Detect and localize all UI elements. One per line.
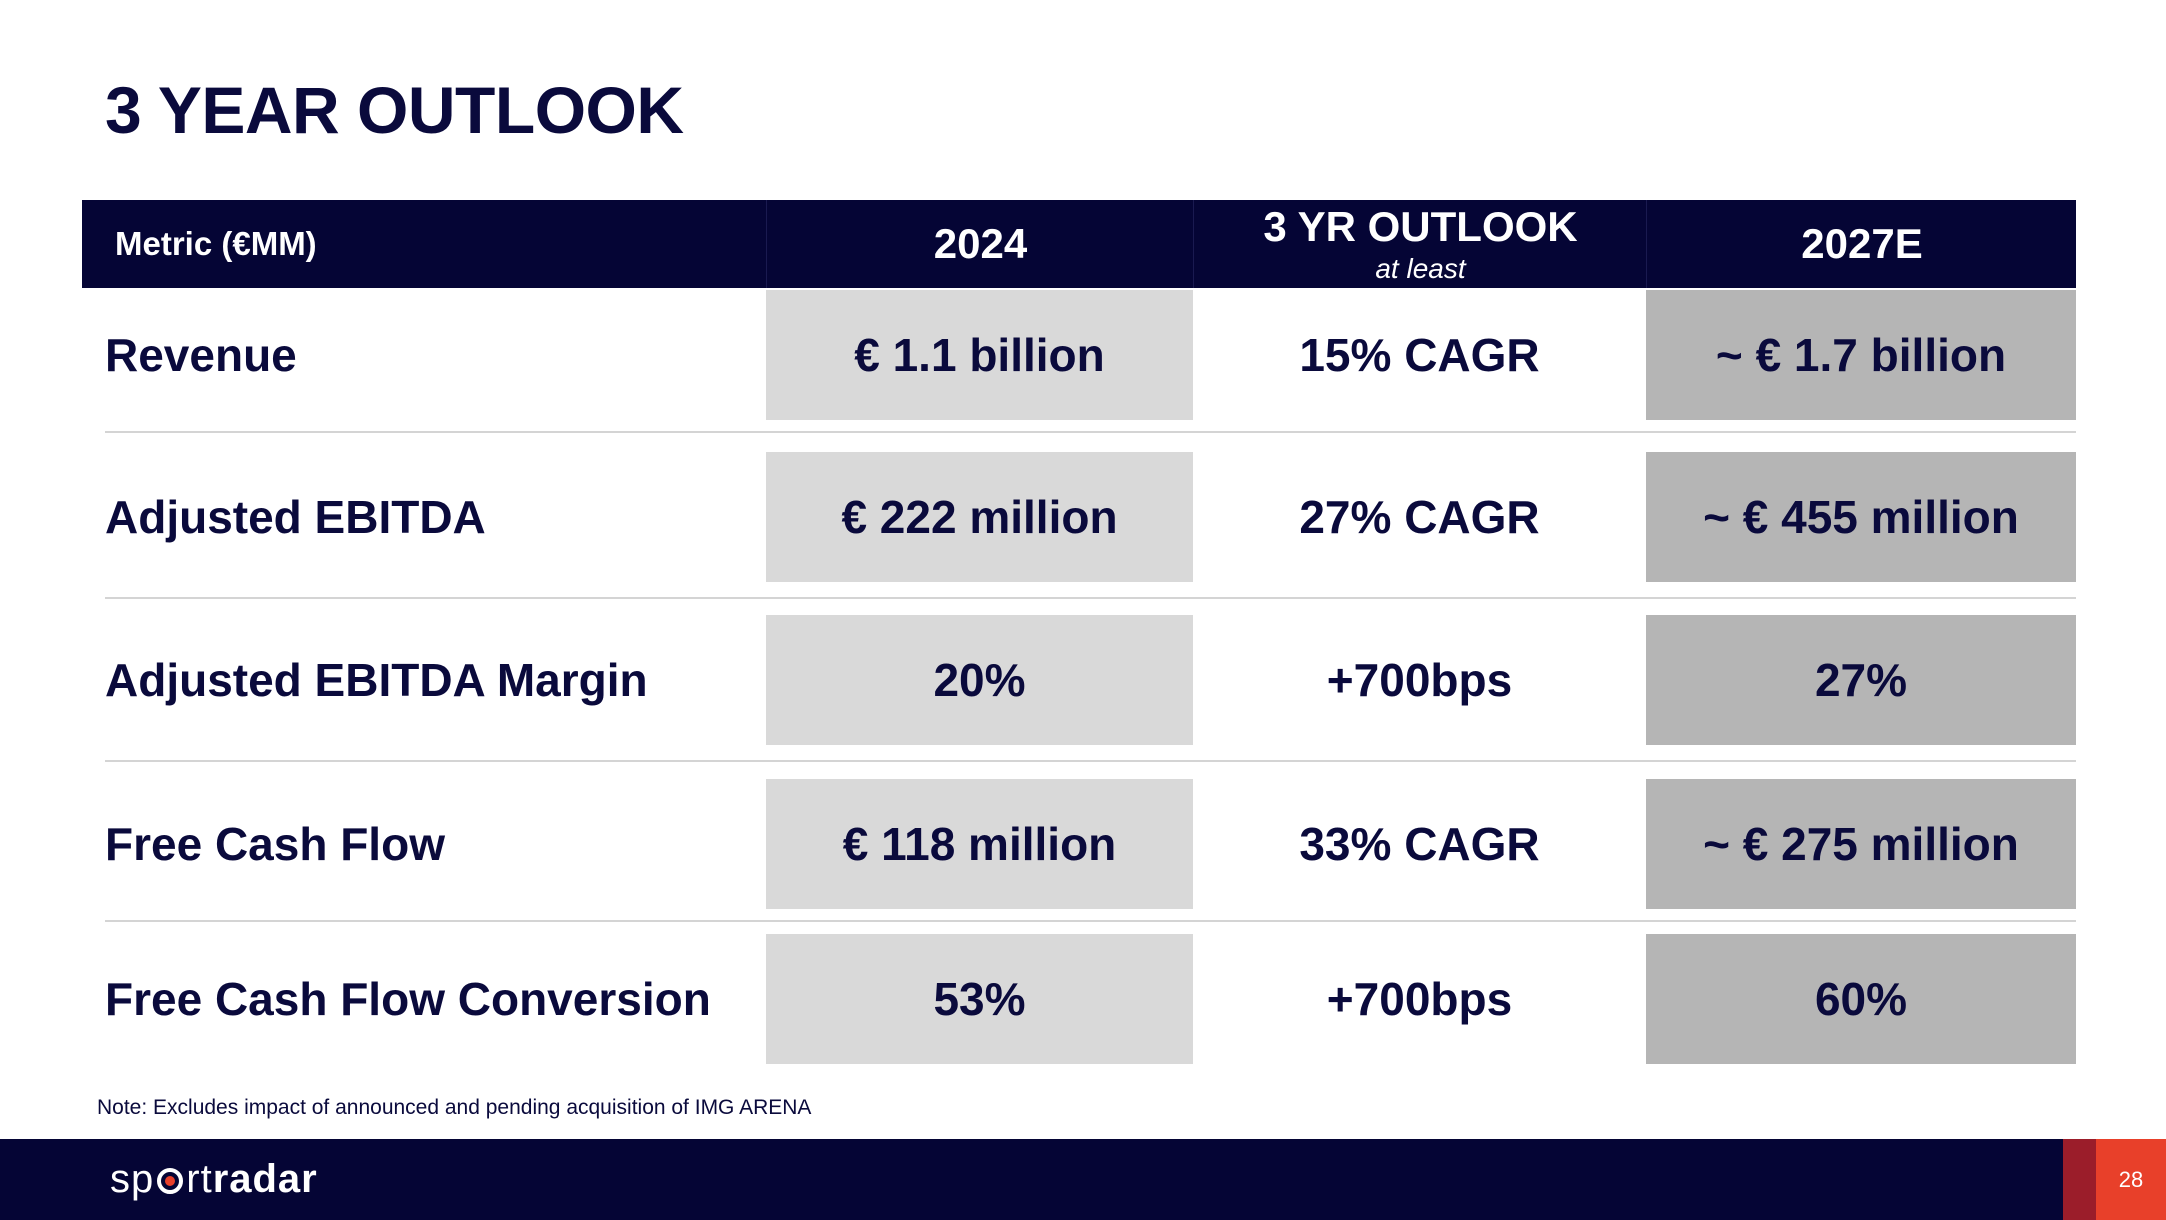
row-divider — [105, 920, 2076, 922]
header-outlook: 3 YR OUTLOOK at least — [1193, 200, 1647, 288]
row-value-2027: ~ € 275 million — [1646, 779, 2076, 909]
row-value-outlook: +700bps — [1326, 973, 1513, 1025]
table-row: Free Cash Flow Conversion 53% +700bps 60… — [82, 934, 2076, 1064]
row-value-2027: ~ € 1.7 billion — [1646, 290, 2076, 420]
row-metric-label: Free Cash Flow Conversion — [105, 973, 711, 1025]
row-divider — [105, 597, 2076, 599]
row-value-2027: 27% — [1646, 615, 2076, 745]
page-number-stripe — [2063, 1139, 2096, 1220]
logo-text-part: rt — [186, 1156, 213, 1201]
row-metric-label: Free Cash Flow — [105, 818, 445, 870]
header-outlook-sub: at least — [1375, 253, 1466, 284]
table-row: Free Cash Flow € 118 million 33% CAGR ~ … — [82, 779, 2076, 909]
footer-bar: sp rt radar 28 — [0, 1139, 2166, 1220]
row-divider — [105, 431, 2076, 433]
header-metric: Metric (€MM) — [115, 225, 317, 262]
page-number: 28 — [2096, 1139, 2166, 1220]
row-value-2027: 60% — [1646, 934, 2076, 1064]
header-outlook-label: 3 YR OUTLOOK — [1263, 203, 1578, 250]
logo-o-icon — [157, 1168, 184, 1194]
row-metric-label: Revenue — [105, 329, 297, 381]
row-value-2024: 53% — [766, 934, 1193, 1064]
row-value-2024: € 118 million — [766, 779, 1193, 909]
table-row: Adjusted EBITDA € 222 million 27% CAGR ~… — [82, 452, 2076, 582]
row-value-2024: 20% — [766, 615, 1193, 745]
footnote: Note: Excludes impact of announced and p… — [97, 1096, 812, 1119]
row-divider — [105, 760, 2076, 762]
table-row: Adjusted EBITDA Margin 20% +700bps 27% — [82, 615, 2076, 745]
row-value-2024: € 1.1 billion — [766, 290, 1193, 420]
row-metric-label: Adjusted EBITDA Margin — [105, 654, 648, 706]
logo-text-bold: radar — [212, 1156, 318, 1201]
table-row: Revenue € 1.1 billion 15% CAGR ~ € 1.7 b… — [82, 290, 2076, 420]
row-value-outlook: 27% CAGR — [1299, 491, 1540, 543]
row-value-2024: € 222 million — [766, 452, 1193, 582]
sportradar-logo: sp rt radar — [110, 1155, 318, 1203]
row-value-outlook: 33% CAGR — [1299, 818, 1540, 870]
page-title: 3 YEAR OUTLOOK — [105, 73, 684, 147]
row-value-2027: ~ € 455 million — [1646, 452, 2076, 582]
table-header: Metric (€MM) 2024 3 YR OUTLOOK at least … — [82, 200, 2076, 288]
row-metric-label: Adjusted EBITDA — [105, 491, 486, 543]
row-value-outlook: 15% CAGR — [1299, 329, 1540, 381]
row-value-outlook: +700bps — [1326, 654, 1513, 706]
header-2027: 2027E — [1646, 200, 2077, 288]
logo-text-part: sp — [110, 1156, 155, 1201]
header-2024: 2024 — [766, 200, 1194, 288]
